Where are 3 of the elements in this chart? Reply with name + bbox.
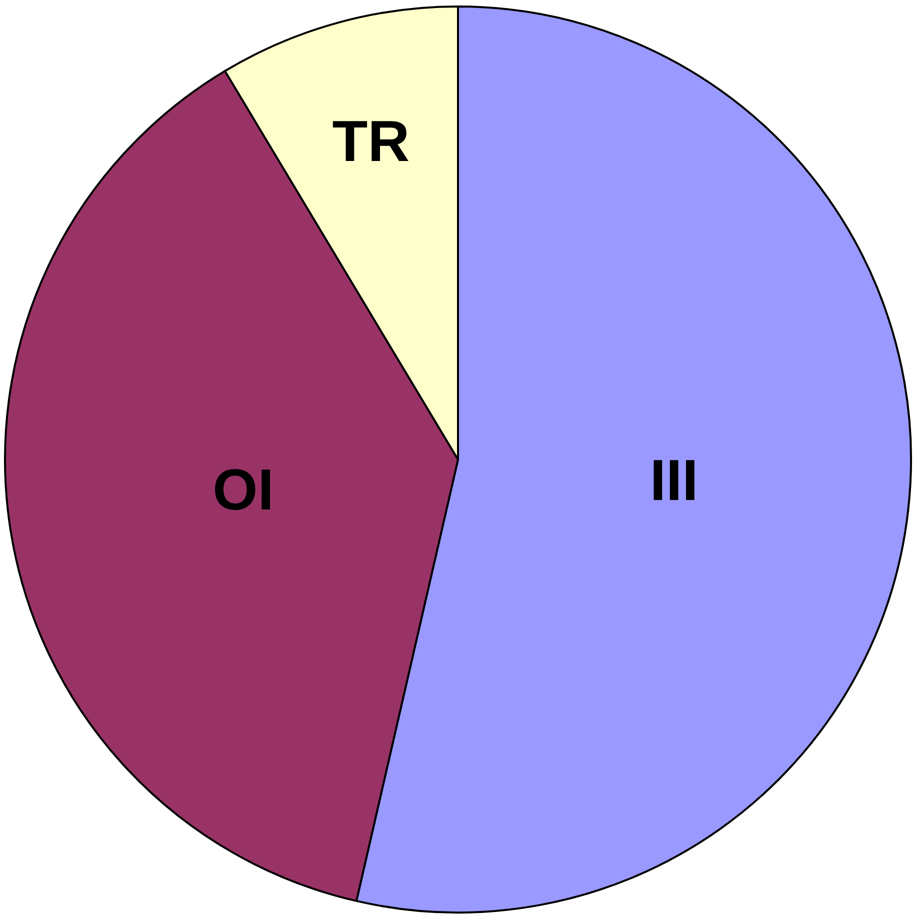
slice-label: TR [332, 109, 410, 174]
slice-label: OI [212, 458, 274, 523]
slice-label: III [650, 448, 698, 514]
